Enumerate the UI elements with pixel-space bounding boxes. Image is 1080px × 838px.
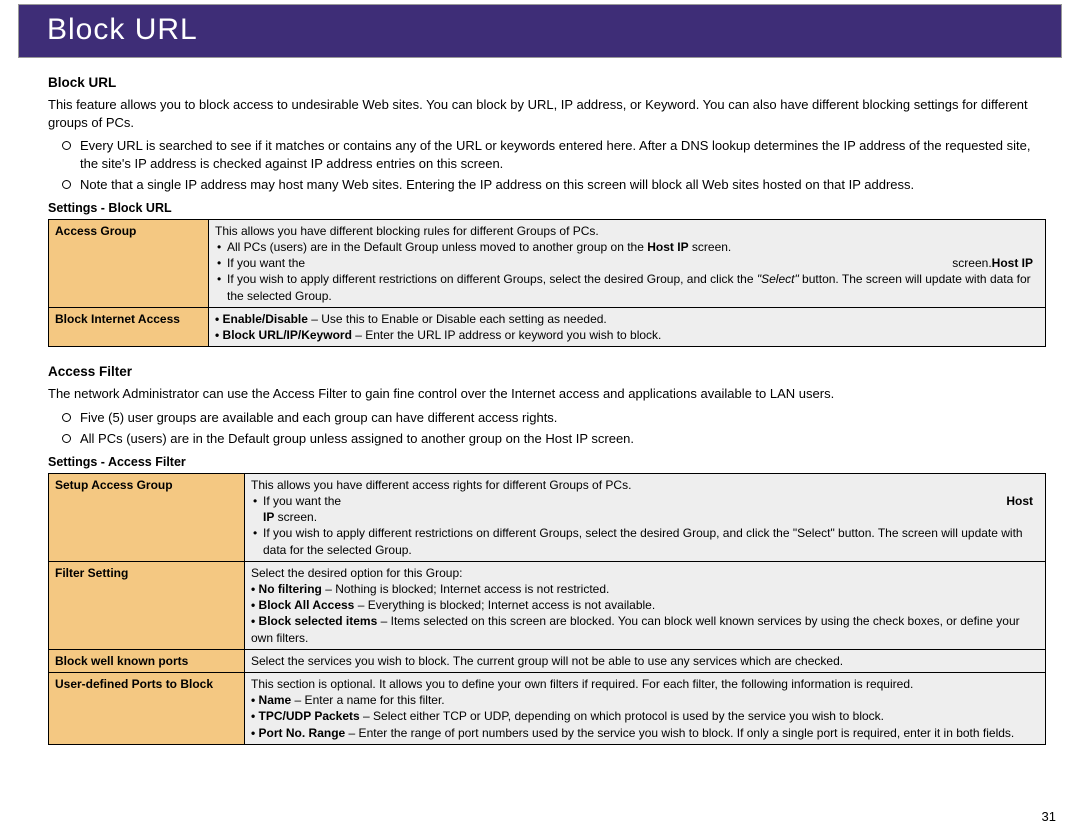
table-row: Block Internet Access • Enable/Disable –… <box>49 307 1046 346</box>
table-row: Filter Setting Select the desired option… <box>49 561 1046 649</box>
accessfilter-heading: Access Filter <box>48 363 1046 381</box>
blockurl-intro: This feature allows you to block access … <box>48 96 1046 131</box>
table-row: User-defined Ports to Block This section… <box>49 672 1046 744</box>
accessfilter-settings-table: Setup Access Group This allows you have … <box>48 473 1046 745</box>
desc-line: This allows you have different blocking … <box>215 223 1039 239</box>
table-row: Access Group This allows you have differ… <box>49 219 1046 307</box>
desc-line: If you want theHost IP screen. <box>215 255 1039 271</box>
desc-line: This section is optional. It allows you … <box>251 676 1039 692</box>
cell-label: Access Group <box>49 219 209 307</box>
desc-line: Select the desired option for this Group… <box>251 565 1039 581</box>
blockurl-settings-table: Access Group This allows you have differ… <box>48 219 1046 347</box>
desc-line: If you wish to apply different restricti… <box>215 271 1039 303</box>
cell-desc: This allows you have different blocking … <box>209 219 1046 307</box>
desc-line: This allows you have different access ri… <box>251 477 1039 493</box>
desc-line: If you wish to apply different restricti… <box>251 525 1039 557</box>
cell-label: Setup Access Group <box>49 473 245 561</box>
blockurl-table-caption: Settings - Block URL <box>48 200 1046 217</box>
table-row: Setup Access Group This allows you have … <box>49 473 1046 561</box>
desc-line: • Name – Enter a name for this filter. <box>251 692 1039 708</box>
desc-line: • Port No. Range – Enter the range of po… <box>251 725 1039 741</box>
desc-line: • No filtering – Nothing is blocked; Int… <box>251 581 1039 597</box>
desc-line: • Block selected items – Items selected … <box>251 613 1039 645</box>
blockurl-bullet-1: Every URL is searched to see if it match… <box>80 137 1046 172</box>
page-number: 31 <box>1042 809 1056 824</box>
desc-line: All PCs (users) are in the Default Group… <box>215 239 1039 255</box>
accessfilter-bullet-2: All PCs (users) are in the Default group… <box>80 430 1046 448</box>
accessfilter-table-caption: Settings - Access Filter <box>48 454 1046 471</box>
accessfilter-bullet-1: Five (5) user groups are available and e… <box>80 409 1046 427</box>
cell-desc: This allows you have different access ri… <box>245 473 1046 561</box>
cell-label: Filter Setting <box>49 561 245 649</box>
accessfilter-bullets: Five (5) user groups are available and e… <box>48 409 1046 448</box>
page-banner: Block URL <box>18 4 1062 58</box>
blockurl-bullet-2: Note that a single IP address may host m… <box>80 176 1046 194</box>
desc-line: • Enable/Disable – Use this to Enable or… <box>215 311 1039 327</box>
cell-label: Block well known ports <box>49 649 245 672</box>
desc-line: • Block URL/IP/Keyword – Enter the URL I… <box>215 327 1039 343</box>
cell-label: User-defined Ports to Block <box>49 672 245 744</box>
page-content: Block URL This feature allows you to blo… <box>0 58 1080 745</box>
table-row: Block well known ports Select the servic… <box>49 649 1046 672</box>
blockurl-bullets: Every URL is searched to see if it match… <box>48 137 1046 194</box>
cell-label: Block Internet Access <box>49 307 209 346</box>
desc-line: • TPC/UDP Packets – Select either TCP or… <box>251 708 1039 724</box>
blockurl-heading: Block URL <box>48 74 1046 92</box>
cell-desc: Select the desired option for this Group… <box>245 561 1046 649</box>
cell-desc: • Enable/Disable – Use this to Enable or… <box>209 307 1046 346</box>
desc-line: • Block All Access – Everything is block… <box>251 597 1039 613</box>
cell-desc: This section is optional. It allows you … <box>245 672 1046 744</box>
cell-desc: Select the services you wish to block. T… <box>245 649 1046 672</box>
accessfilter-intro: The network Administrator can use the Ac… <box>48 385 1046 403</box>
desc-line: If you want theHostIP screen. <box>251 493 1039 525</box>
banner-title: Block URL <box>47 13 1033 47</box>
